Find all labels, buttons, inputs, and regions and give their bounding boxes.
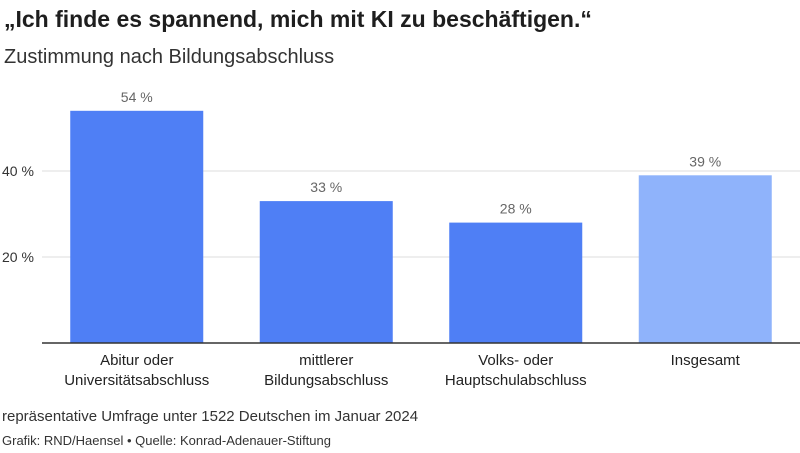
value-label: 33 % xyxy=(310,179,342,195)
category-label: mittlerer xyxy=(299,352,353,369)
bar xyxy=(449,222,583,343)
chart-title: „Ich finde es spannend, mich mit KI zu b… xyxy=(4,6,592,32)
bar xyxy=(259,201,393,343)
value-label: 39 % xyxy=(689,153,721,169)
chart-subtitle: Zustimmung nach Bildungsabschluss xyxy=(4,46,335,68)
category-label: Abitur oder xyxy=(100,352,173,369)
bar xyxy=(638,175,772,343)
bar-chart: 20 % 40 % 54 % Abitur oder Universitätsabsch… xyxy=(2,89,800,389)
bar xyxy=(70,110,204,343)
value-label: 28 % xyxy=(500,201,532,217)
source-credit: Grafik: RND/Haensel • Quelle: Konrad-Ade… xyxy=(2,433,331,448)
y-tick-label: 20 % xyxy=(2,249,34,265)
y-tick-label: 40 % xyxy=(2,163,34,179)
category-label: Volks- oder xyxy=(478,352,553,369)
category-label: Universitätsabschluss xyxy=(64,372,209,389)
category-label: Hauptschulabschluss xyxy=(445,372,587,389)
category-label: Insgesamt xyxy=(671,352,741,369)
value-label: 54 % xyxy=(121,89,153,105)
survey-note: repräsentative Umfrage unter 1522 Deutsc… xyxy=(2,408,419,425)
category-label: Bildungsabschluss xyxy=(264,372,388,389)
